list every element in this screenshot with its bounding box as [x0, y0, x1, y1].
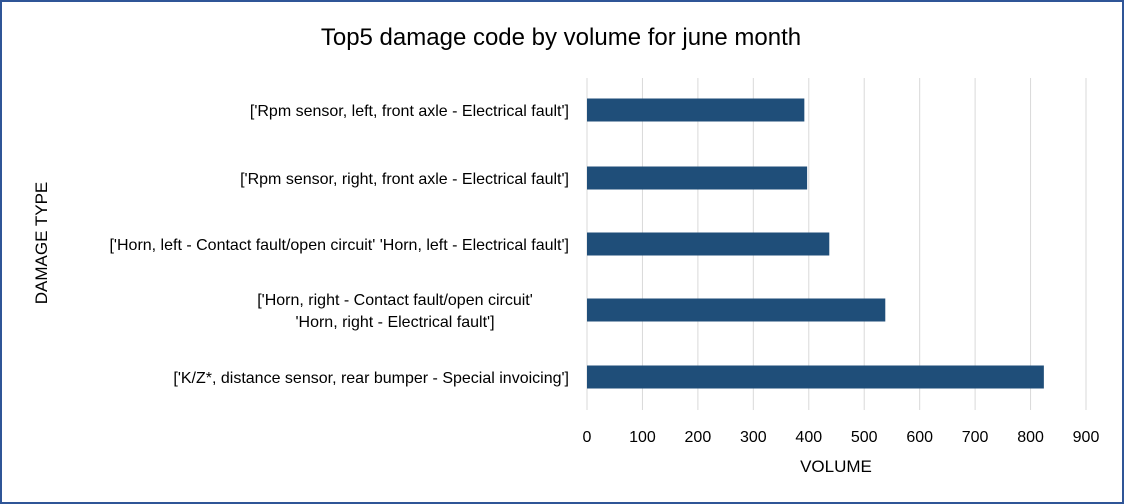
- bar: [587, 365, 1044, 389]
- category-label: ['Rpm sensor, left, front axle - Electri…: [250, 103, 569, 120]
- x-tick-label: 500: [851, 429, 878, 446]
- x-tick-label: 600: [906, 429, 933, 446]
- bars: [587, 98, 1044, 389]
- x-axis-label: VOLUME: [800, 457, 872, 476]
- x-tick-labels: 0 100 200 300 400 500 600 700 800 900: [583, 429, 1100, 446]
- x-tick-label: 400: [795, 429, 822, 446]
- gridlines: [586, 78, 1087, 410]
- x-tick-label: 800: [1017, 429, 1044, 446]
- x-tick-label: 900: [1073, 429, 1100, 446]
- x-tick-label: 300: [740, 429, 767, 446]
- x-tick-label: 200: [685, 429, 712, 446]
- bar: [587, 298, 886, 322]
- category-label: ['Rpm sensor, right, front axle - Electr…: [240, 171, 569, 188]
- category-label: 'Horn, right - Electrical fault']: [295, 314, 494, 331]
- x-tick-label: 100: [629, 429, 656, 446]
- y-axis-label: DAMAGE TYPE: [32, 182, 51, 305]
- category-labels: ['Rpm sensor, left, front axle - Electri…: [109, 103, 569, 387]
- x-tick-label: 700: [962, 429, 989, 446]
- x-tick-label: 0: [583, 429, 592, 446]
- bar: [587, 98, 805, 122]
- category-label: ['Horn, left - Contact fault/open circui…: [109, 237, 569, 254]
- category-label: ['Horn, right - Contact fault/open circu…: [257, 292, 533, 309]
- bar: [587, 166, 808, 190]
- chart-title: Top5 damage code by volume for june mont…: [321, 24, 801, 51]
- bar: [587, 232, 830, 256]
- category-label: ['K/Z*, distance sensor, rear bumper - S…: [173, 370, 569, 387]
